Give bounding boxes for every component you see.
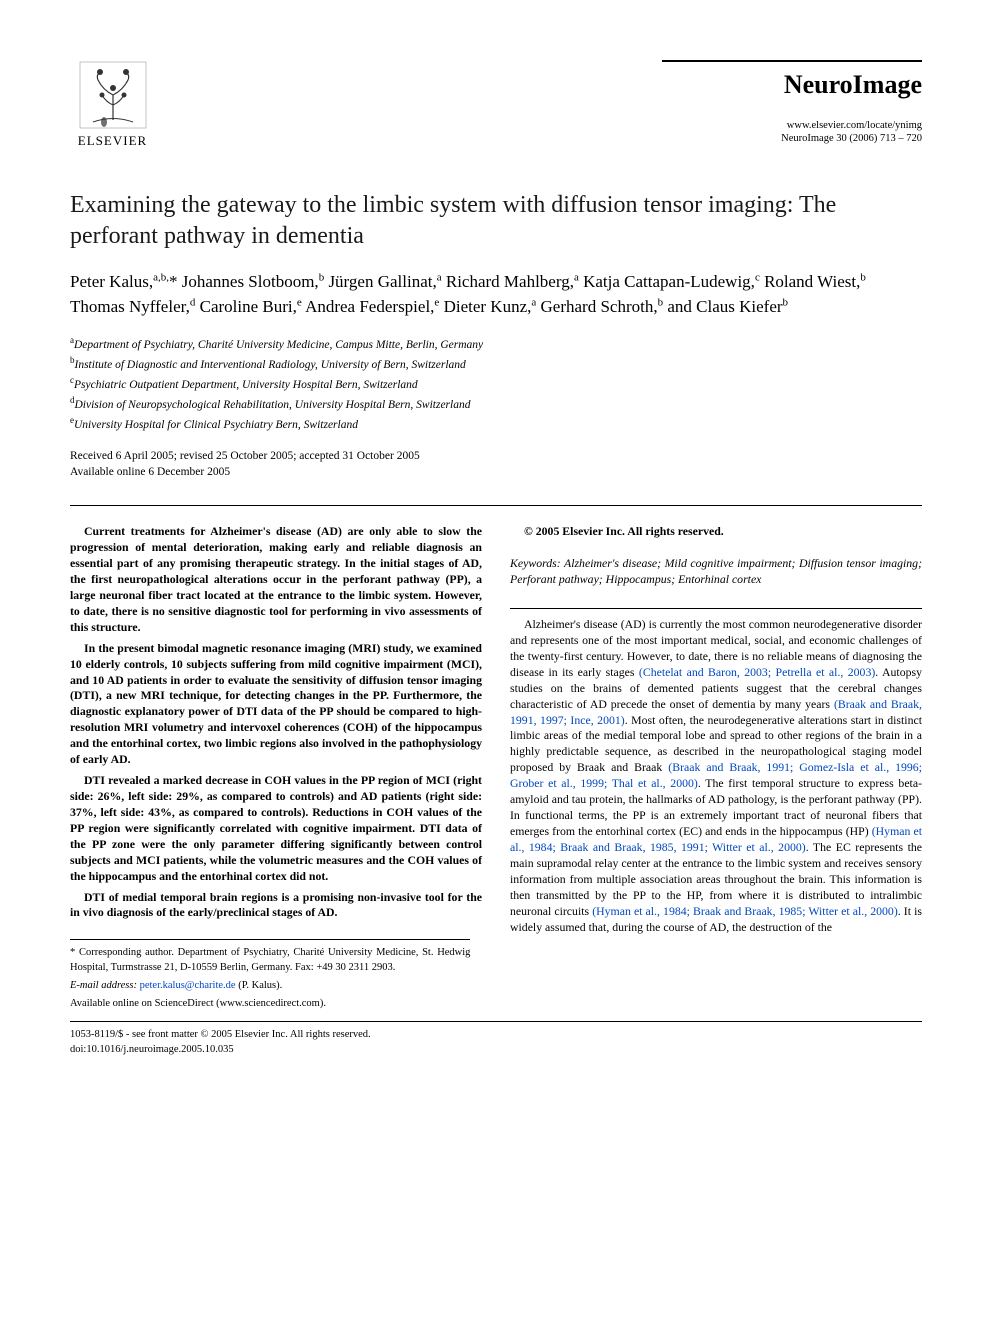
keywords-divider (510, 608, 922, 609)
keywords-text: Alzheimer's disease; Mild cognitive impa… (510, 556, 922, 586)
authors-list: Peter Kalus,a,b,* Johannes Slotboom,b Jü… (70, 270, 922, 319)
keywords: Keywords: Alzheimer's disease; Mild cogn… (510, 556, 922, 588)
two-column-body: Current treatments for Alzheimer's disea… (70, 524, 922, 935)
journal-citation: NeuroImage 30 (2006) 713 – 720 (662, 133, 922, 144)
email-link[interactable]: peter.kalus@charite.de (140, 980, 236, 991)
abstract-p3: DTI revealed a marked decrease in COH va… (70, 773, 482, 884)
keywords-label: Keywords: (510, 556, 561, 570)
copyright: © 2005 Elsevier Inc. All rights reserved… (510, 524, 922, 540)
journal-name: NeuroImage (662, 70, 922, 100)
email-label: E-mail address: (70, 980, 137, 991)
title-divider (70, 505, 922, 506)
affiliations-list: aDepartment of Psychiatry, Charité Unive… (70, 334, 922, 434)
journal-url: www.elsevier.com/locate/ynimg (662, 120, 922, 131)
dates-block: Received 6 April 2005; revised 25 Octobe… (70, 448, 922, 480)
sciencedirect-note: Available online on ScienceDirect (www.s… (70, 997, 470, 1012)
abstract-p1: Current treatments for Alzheimer's disea… (70, 524, 482, 635)
bottom-divider (70, 1021, 922, 1022)
online-date: Available online 6 December 2005 (70, 464, 922, 480)
email-line: E-mail address: peter.kalus@charite.de (… (70, 979, 470, 994)
body-paragraph-1: Alzheimer's disease (AD) is currently th… (510, 617, 922, 935)
article-title: Examining the gateway to the limbic syst… (70, 190, 922, 252)
journal-block: NeuroImage www.elsevier.com/locate/ynimg… (662, 60, 922, 144)
email-suffix: (P. Kalus). (236, 980, 283, 991)
footnotes: * Corresponding author. Department of Ps… (70, 939, 470, 1011)
abstract-p4: DTI of medial temporal brain regions is … (70, 890, 482, 922)
page-container: ELSEVIER NeuroImage www.elsevier.com/loc… (0, 0, 992, 1098)
received-date: Received 6 April 2005; revised 25 Octobe… (70, 448, 922, 464)
header-row: ELSEVIER NeuroImage www.elsevier.com/loc… (70, 60, 922, 155)
bottom-meta: 1053-8119/$ - see front matter © 2005 El… (70, 1028, 922, 1057)
issn-line: 1053-8119/$ - see front matter © 2005 El… (70, 1028, 922, 1043)
corresponding-author: * Corresponding author. Department of Ps… (70, 946, 470, 975)
doi-line: doi:10.1016/j.neuroimage.2005.10.035 (70, 1043, 922, 1058)
abstract-p2: In the present bimodal magnetic resonanc… (70, 641, 482, 768)
publisher-logo: ELSEVIER (70, 60, 155, 155)
elsevier-tree-icon (78, 60, 148, 130)
publisher-name: ELSEVIER (78, 133, 147, 149)
